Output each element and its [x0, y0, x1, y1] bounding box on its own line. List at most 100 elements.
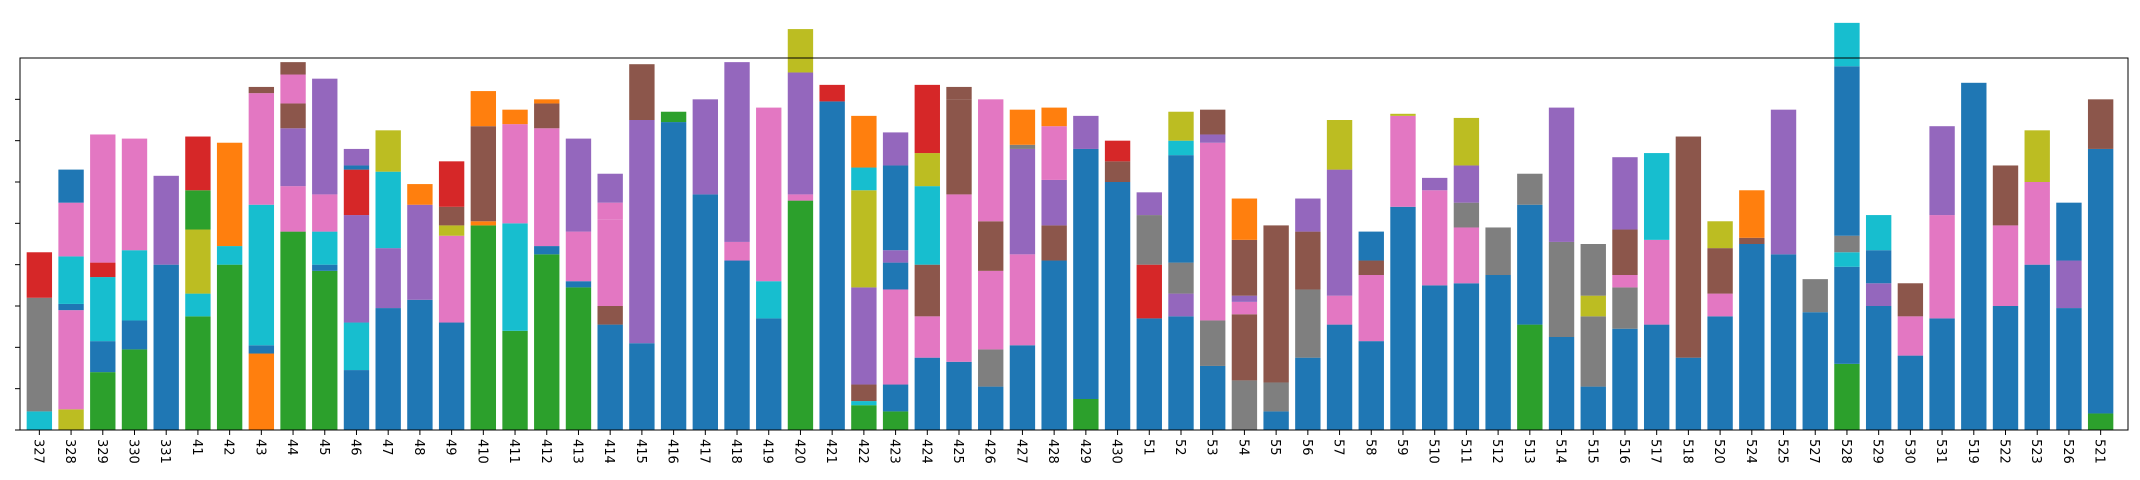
x-tick-label-528: 528: [1838, 439, 1853, 464]
bar-segment-518-1: [1675, 136, 1702, 358]
bar-segment-423-6: [882, 132, 909, 166]
x-axis: 327 328 329 330 331 41 42 43 44 45 46 47 48 49 410 411 4…: [30, 430, 2107, 464]
bar-segment-58-2: [1358, 260, 1384, 275]
bar-segment-529-3: [1865, 215, 1892, 251]
bar-segment-45-3: [312, 194, 338, 232]
bar-segment-430-0: [1104, 182, 1131, 430]
bar-segment-52-5: [1168, 111, 1194, 141]
bar-segment-44-5: [280, 62, 306, 75]
x-tick-label-430: 430: [1109, 439, 1124, 464]
bar-segment-52-4: [1168, 140, 1194, 156]
x-tick-label-54: 54: [1235, 439, 1250, 456]
x-tick-label-428: 428: [1045, 439, 1060, 464]
bar-segment-329-2: [90, 277, 116, 342]
x-tick-label-527: 527: [1806, 439, 1821, 464]
bar-segment-45-2: [312, 231, 338, 265]
x-tick-label-519: 519: [1965, 439, 1980, 464]
bar-segment-422-3: [851, 287, 877, 385]
bar-segment-47-2: [375, 171, 401, 249]
bar-segment-527-0: [1802, 312, 1828, 430]
bar-segment-428-3: [1041, 126, 1067, 180]
bar-segment-425-3: [946, 86, 972, 100]
bar-segment-425-1: [946, 194, 972, 362]
bar-segment-54-4: [1231, 239, 1258, 296]
bar-segment-515-0: [1580, 386, 1606, 430]
bar-segment-520-2: [1707, 248, 1733, 294]
x-tick-label-517: 517: [1648, 439, 1663, 464]
bar-segment-511-2: [1453, 202, 1480, 228]
bar-segment-417-0: [692, 194, 718, 430]
bar-segment-422-2: [851, 384, 877, 402]
x-tick-label-48: 48: [411, 439, 426, 456]
bar-segment-44-3: [280, 103, 306, 129]
bar-segment-329-3: [90, 262, 116, 278]
x-tick-label-427: 427: [1013, 439, 1028, 464]
bar-segment-516-2: [1612, 275, 1638, 288]
x-tick-label-510: 510: [1426, 439, 1441, 464]
bar-segment-429-1: [1073, 148, 1099, 399]
x-tick-label-51: 51: [1140, 439, 1155, 456]
bar-segment-428-1: [1041, 225, 1067, 261]
bar-segment-516-3: [1612, 229, 1638, 275]
bar-segment-328-5: [58, 169, 84, 203]
bar-segment-56-3: [1295, 198, 1321, 232]
bar-segment-425-2: [946, 99, 972, 195]
bar-segment-49-1: [438, 235, 465, 323]
x-tick-label-515: 515: [1584, 439, 1599, 464]
bar-segment-424-0: [914, 357, 940, 430]
bar-segment-58-3: [1358, 231, 1384, 261]
x-tick-label-511: 511: [1457, 439, 1472, 464]
bar-segment-410-2: [470, 126, 497, 222]
x-tick-label-513: 513: [1521, 439, 1536, 464]
bar-segment-519-0: [1961, 82, 1987, 431]
bar-segment-417-1: [692, 99, 718, 195]
bar-segment-424-3: [914, 186, 940, 265]
bar-segment-510-1: [1422, 190, 1448, 286]
bar-segment-56-2: [1295, 231, 1321, 290]
bar-segment-531-0: [1929, 318, 1955, 430]
bar-segment-54-5: [1231, 198, 1258, 240]
x-tick-label-58: 58: [1362, 439, 1377, 456]
bar-segment-514-2: [1548, 107, 1575, 242]
x-tick-label-46: 46: [347, 439, 362, 456]
bar-segment-423-1: [882, 384, 909, 412]
bar-segment-525-1: [1770, 109, 1797, 255]
bar-segment-415-0: [629, 343, 655, 430]
bar-segment-426-1: [978, 349, 1004, 387]
bar-segment-420-3: [787, 29, 814, 73]
bar-segment-414-0: [597, 324, 623, 430]
bar-segment-426-4: [978, 99, 1004, 222]
bar-segment-522-2: [1992, 165, 2019, 226]
bar-segment-520-0: [1707, 316, 1733, 430]
bar-segment-44-0: [280, 231, 306, 430]
x-tick-label-520: 520: [1711, 439, 1726, 464]
bar-segment-59-1: [1390, 115, 1416, 207]
bar-segment-43-0: [248, 353, 275, 430]
bar-segment-420-0: [787, 200, 814, 430]
x-tick-label-328: 328: [62, 439, 77, 464]
x-tick-label-42: 42: [221, 439, 236, 456]
bar-segment-522-0: [1992, 306, 2019, 430]
bar-segment-52-1: [1168, 293, 1194, 317]
x-tick-label-49: 49: [443, 439, 458, 456]
bar-segment-422-6: [851, 115, 877, 168]
bar-segment-415-2: [629, 64, 655, 120]
bar-segment-412-2: [534, 128, 560, 247]
bar-segment-44-1: [280, 186, 306, 232]
bar-segment-517-2: [1643, 153, 1670, 240]
bar-segment-522-1: [1992, 225, 2019, 306]
bar-segment-418-1: [724, 241, 750, 261]
x-tick-label-523: 523: [2028, 439, 2043, 464]
bar-segment-429-2: [1073, 115, 1099, 149]
bar-segment-515-2: [1580, 295, 1606, 317]
bar-segment-424-1: [914, 316, 940, 358]
bar-segment-58-0: [1358, 341, 1384, 430]
bar-segment-526-1: [2056, 260, 2082, 309]
bar-segment-327-1: [26, 297, 53, 412]
bar-segment-410-0: [470, 225, 497, 430]
plot-frame: [19, 57, 2129, 431]
bar-segment-422-4: [851, 190, 877, 288]
bar-segment-420-2: [787, 72, 814, 195]
bar-segment-422-0: [851, 405, 877, 430]
